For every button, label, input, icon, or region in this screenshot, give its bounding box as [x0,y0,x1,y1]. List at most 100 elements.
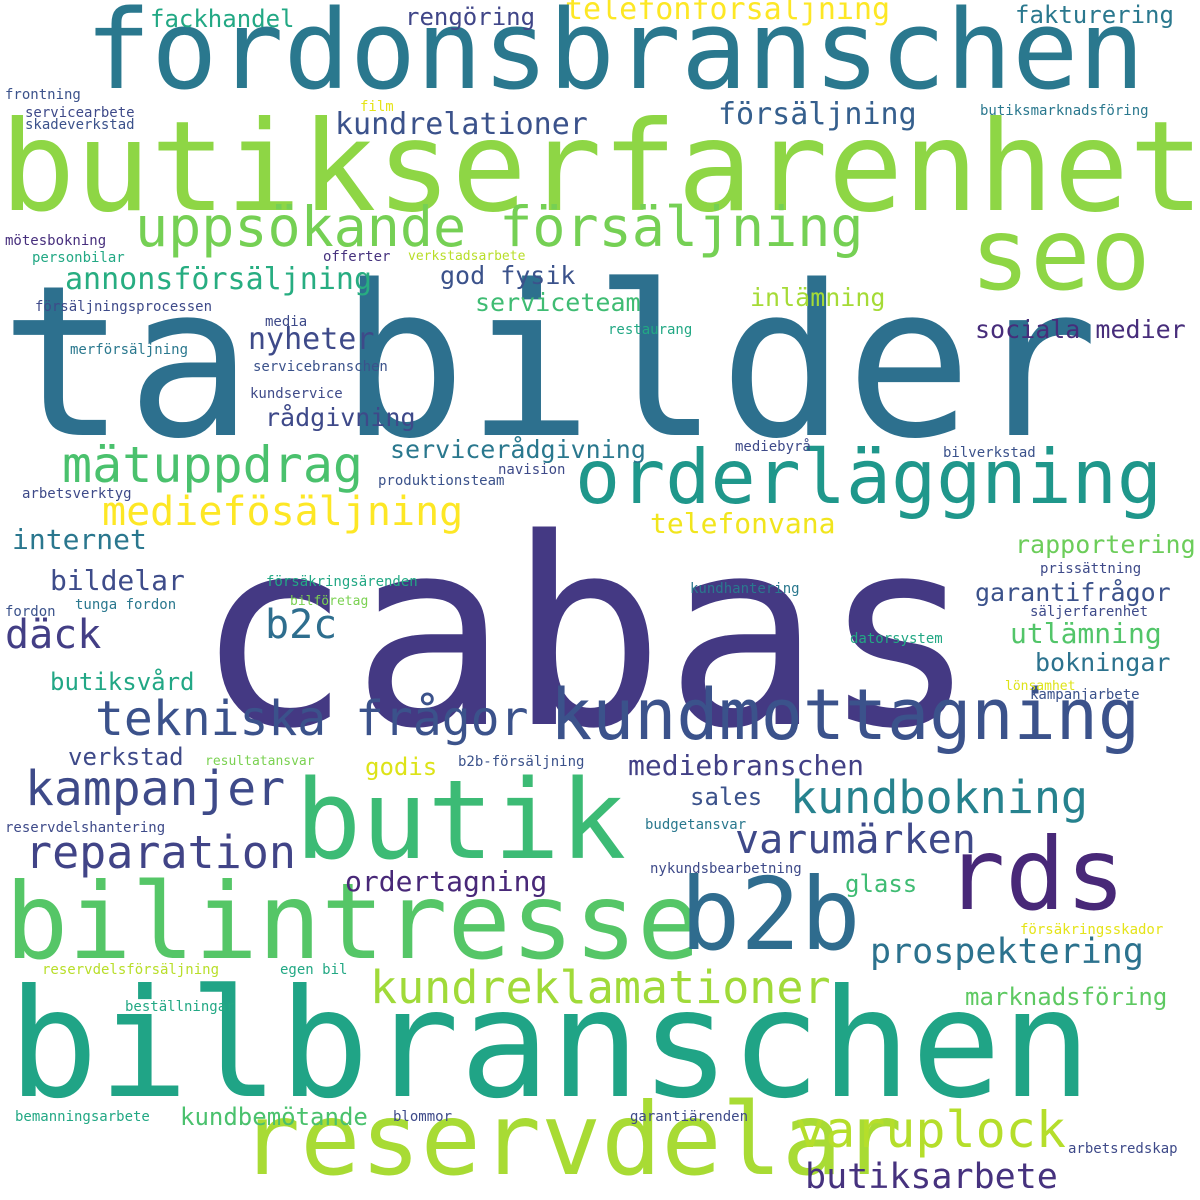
cloud-word: kampanjarbete [1030,687,1140,703]
cloud-word: annonsförsäljning [65,262,373,297]
cloud-word: mediebranschen [628,749,865,782]
cloud-word: resultatansvar [205,754,315,769]
cloud-word: försäkringsärenden [266,574,418,590]
cloud-word: bilbranschen [8,958,1092,1132]
cloud-word: cabas [195,484,978,786]
cloud-word: sales [690,783,763,811]
cloud-word: butiksmarknadsföring [980,103,1149,119]
cloud-word: bilverkstad [943,445,1036,461]
cloud-word: fackhandel [150,5,295,33]
cloud-word: kundrelationer [335,107,588,142]
cloud-word: kampanjer [25,761,286,817]
cloud-word: godis [365,753,438,781]
cloud-word: kundreklamationer [370,961,831,1014]
cloud-word: budgetansvar [645,817,747,833]
cloud-word: mötesbokning [5,233,107,249]
cloud-word: däck [5,612,102,658]
cloud-word: lönsamhet [1005,679,1076,694]
cloud-word: tekniska frågor [95,691,529,747]
cloud-word: b2b-försäljning [458,754,585,770]
cloud-word: rapportering [1015,530,1196,559]
cloud-word: reservdelsförsäljning [42,962,220,978]
cloud-word: kundmottagning [550,674,1141,756]
cloud-word: reservdelshantering [5,820,166,836]
cloud-word: säljerfarenhet [1030,604,1149,620]
cloud-word: sociala medier [975,315,1186,344]
cloud-word: bemanningsarbete [15,1109,150,1125]
cloud-word: navision [498,462,566,478]
cloud-word: film [360,99,394,115]
cloud-word: arbetsverktyg [22,486,132,502]
cloud-word: uppsökande försäljning [135,195,864,259]
cloud-word: kundservice [250,386,343,402]
cloud-word: ordertagning [345,865,548,898]
cloud-word: försäkringsskador [1020,922,1164,938]
cloud-word: serviceteam [475,288,641,317]
cloud-word: bildelar [50,564,185,597]
cloud-word: nyheter [248,322,375,357]
cloud-word: blommor [393,1109,453,1125]
cloud-word: b2c [265,602,338,648]
cloud-word: offerter [323,249,391,265]
cloud-word: butiksvård [50,668,195,696]
cloud-word: mediebyrå [735,439,811,455]
cloud-word: bokningar [1035,648,1171,677]
cloud-word: varumärken [735,817,976,863]
cloud-word: media [265,314,308,330]
cloud-word: varuplock [795,1101,1066,1159]
cloud-word: fakturering [1015,1,1174,29]
cloud-word: kundbemötande [180,1103,368,1131]
cloud-word: datorsystem [850,631,943,647]
cloud-word: bilder [340,240,1099,485]
cloud-word: nykundsbearbetning [650,861,802,877]
cloud-word: butiksarbete [805,1157,1058,1197]
cloud-word: mätuppdrag [62,436,364,494]
cloud-word: mediefösäljning [102,489,464,535]
cloud-word: bilföretag [290,594,369,609]
cloud-word: seo [970,196,1151,313]
cloud-word: servicerådgivning [390,435,646,464]
cloud-word: rådgivning [265,403,416,432]
cloud-word: rengöring [405,3,536,31]
cloud-word: beställningar [125,999,235,1015]
cloud-word: utlämning [1010,617,1162,650]
cloud-word: prissättning [1040,561,1142,577]
cloud-word: butik [295,756,627,884]
cloud-word: prospektering [870,932,1144,972]
cloud-word: kundbokning [790,771,1089,824]
cloud-word: kundhantering [690,581,800,597]
cloud-word: egen bil [280,962,348,978]
cloud-word: bilintresse [5,861,701,983]
cloud-word: produktionsteam [378,473,505,489]
cloud-word: fordonsbranschen [85,0,1145,114]
cloud-word: försäljning [718,97,917,132]
cloud-word: merförsäljning [70,342,189,358]
cloud-word: verkstad [68,743,184,771]
cloud-word: b2b [680,856,861,973]
cloud-word: verkstadsarbete [408,249,526,264]
cloud-word: rds [945,816,1126,933]
cloud-word: frontning [5,87,81,103]
cloud-word: garantifrågor [975,578,1171,607]
cloud-word: arbetsredskap [1068,1141,1178,1157]
cloud-word: orderläggning [575,433,1162,521]
cloud-word: god fysik [440,261,576,290]
cloud-word: personbilar [32,250,125,266]
cloud-word: garantiärenden [630,1109,749,1125]
cloud-word: inlämning [750,283,886,312]
cloud-word: försäljningsprocessen [35,299,213,315]
cloud-word: tunga fordon [75,597,177,613]
cloud-word: reparation [25,826,296,879]
cloud-word: servicebranschen [253,359,388,375]
cloud-word: fordon [5,604,56,620]
cloud-word: marknadsföring [965,983,1168,1011]
cloud-word: butikserfarenhet [0,95,1200,240]
cloud-word: skadeverkstad [25,117,135,133]
cloud-word: glass [845,870,918,898]
cloud-word: internet [12,523,147,556]
cloud-word: telefonförsäljning [565,0,891,27]
cloud-word: telefonvana [650,507,836,540]
cloud-word: reservdelar [240,1081,903,1198]
cloud-word: servicearbete [25,105,135,121]
